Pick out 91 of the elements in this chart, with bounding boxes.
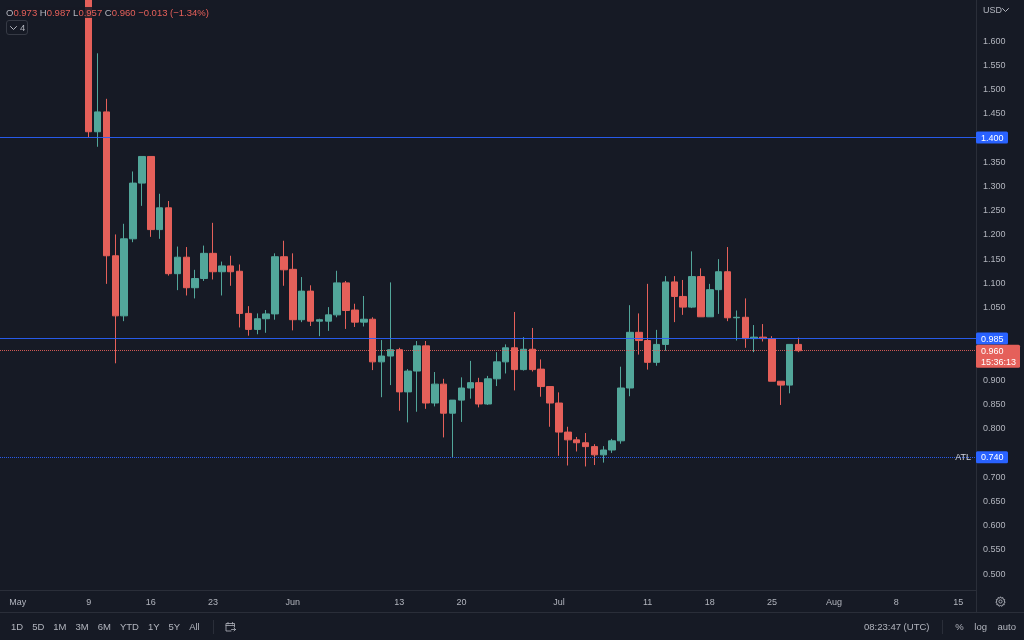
candlestick [688,250,696,309]
candlestick [316,318,323,337]
text: O0.973 H0.987 L0.957 C0.960 −0.013 (−1.34%) [6,7,209,18]
annotation: ATL [955,452,971,463]
candlestick [307,284,314,327]
candlestick [697,267,705,318]
x-tick-label: 8 [893,596,899,607]
text: 1Y [147,621,160,632]
candlestick [786,343,793,394]
candlestick [236,263,243,328]
x-tick-label: 20 [456,596,467,607]
collapse-button: 4 [6,20,28,35]
y-tick-label: 0.850 [983,398,1006,409]
text: YTD [119,621,139,632]
text: 15:36:13 [981,356,1017,367]
x-tick-label: 16 [145,596,156,607]
candlestick [387,281,394,386]
text: 5Y [168,621,181,632]
y-tick-label: 0.500 [983,568,1006,579]
candlestick [209,222,217,280]
y-tick-label: 1.600 [983,35,1006,46]
candlestick [147,155,155,238]
candlestick [156,193,163,240]
text: 08:23:47 (UTC) [864,621,930,632]
y-axis-title: USD [983,5,1003,15]
x-tick-label: 13 [394,596,405,607]
y-tick-label: 1.450 [983,108,1006,119]
candlestick [103,98,110,285]
candlestick [378,339,385,398]
candlestick [227,255,234,287]
candlestick [245,305,252,337]
candlestick [218,261,226,296]
text: log [974,621,987,632]
candlestick [582,432,589,467]
ref-line-label: 1.400 [981,132,1004,143]
text: 1D [11,621,24,632]
y-tick-label: 0.700 [983,471,1006,482]
candlestick [360,295,368,327]
candlestick [431,371,439,407]
y-tick-label: 1.550 [983,59,1006,70]
y-tick-label: 1.250 [983,205,1006,216]
y-tick-label: 1.150 [983,253,1006,264]
text: 5D [32,621,45,632]
ref-line-label: 0.960 [981,345,1004,356]
x-tick-label: May [9,596,27,607]
candlestick [165,200,172,277]
x-tick-label: 18 [704,596,715,607]
candlestick [520,336,527,372]
text: 1M [53,621,67,632]
text: 3M [75,621,89,632]
y-tick-label: 1.100 [983,277,1006,288]
x-tick-label: 23 [207,596,218,607]
candlestick [183,246,190,296]
text: % [955,621,964,632]
candlestick [458,376,465,423]
ref-line-label: 0.740 [981,452,1004,463]
candlestick [467,360,474,400]
candlestick [449,399,456,458]
candlestick [724,246,731,322]
y-tick-label: 1.050 [983,302,1006,313]
y-tick-label: 1.350 [983,156,1006,167]
ref-line-label: 0.985 [981,333,1004,344]
candlestick [653,329,660,367]
y-tick-label: 0.900 [983,374,1006,385]
x-tick-label: 15 [953,596,964,607]
candlestick [174,246,181,291]
candlestick [733,310,740,342]
text: 6M [97,621,111,632]
text: auto [997,621,1016,632]
y-tick-label: 1.500 [983,84,1006,95]
x-tick-label: Aug [826,596,843,607]
y-tick-label: 0.550 [983,544,1006,555]
x-tick-label: 11 [643,596,653,607]
x-tick-label: Jul [553,596,565,607]
annotation: 4 [20,22,26,33]
x-tick-label: Jun [285,596,301,607]
candlestick [94,52,101,148]
candlestick [475,377,483,408]
text: All [189,621,200,632]
x-tick-label: 9 [86,596,92,607]
y-tick-label: 0.800 [983,423,1006,434]
y-tick-label: 1.300 [983,181,1006,192]
candlestick [742,297,749,349]
candlestick [662,275,669,352]
x-tick-label: 25 [766,596,777,607]
y-tick-label: 0.600 [983,520,1006,531]
candlestick [440,378,447,438]
candlestick [591,443,598,466]
y-tick-label: 1.200 [983,229,1006,240]
candlestick [298,276,305,323]
y-tick-label: 0.650 [983,495,1006,506]
